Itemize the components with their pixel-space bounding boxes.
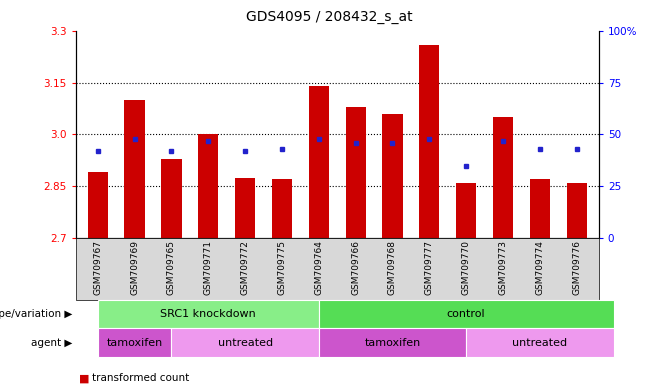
Text: transformed count: transformed count xyxy=(92,373,190,383)
Text: GSM709776: GSM709776 xyxy=(572,240,581,295)
Text: GSM709766: GSM709766 xyxy=(351,240,360,295)
Text: GSM709775: GSM709775 xyxy=(278,240,286,295)
Bar xyxy=(493,117,513,238)
Text: GSM709772: GSM709772 xyxy=(241,240,249,295)
Text: GSM709764: GSM709764 xyxy=(315,240,323,295)
Bar xyxy=(124,100,145,238)
Text: GSM709773: GSM709773 xyxy=(499,240,507,295)
Text: tamoxifen: tamoxifen xyxy=(107,338,163,348)
Text: untreated: untreated xyxy=(218,338,272,348)
Text: GSM709767: GSM709767 xyxy=(93,240,102,295)
Bar xyxy=(530,179,550,238)
Text: SRC1 knockdown: SRC1 knockdown xyxy=(161,309,256,319)
Text: GSM709770: GSM709770 xyxy=(462,240,470,295)
Text: ■: ■ xyxy=(79,373,89,383)
Bar xyxy=(456,183,476,238)
Bar xyxy=(309,86,329,238)
Text: GSM709765: GSM709765 xyxy=(167,240,176,295)
Bar xyxy=(272,179,292,238)
Bar xyxy=(567,183,587,238)
Text: GSM709769: GSM709769 xyxy=(130,240,139,295)
Bar xyxy=(419,45,440,238)
Bar xyxy=(88,172,108,238)
Bar xyxy=(345,107,366,238)
Text: tamoxifen: tamoxifen xyxy=(365,338,420,348)
Text: GDS4095 / 208432_s_at: GDS4095 / 208432_s_at xyxy=(245,10,413,23)
Bar xyxy=(198,134,218,238)
Text: agent ▶: agent ▶ xyxy=(31,338,72,348)
Text: genotype/variation ▶: genotype/variation ▶ xyxy=(0,309,72,319)
Bar xyxy=(235,177,255,238)
Bar xyxy=(161,159,182,238)
Text: GSM709777: GSM709777 xyxy=(425,240,434,295)
Text: untreated: untreated xyxy=(513,338,567,348)
Bar xyxy=(382,114,403,238)
Text: GSM709774: GSM709774 xyxy=(536,240,544,295)
Text: GSM709771: GSM709771 xyxy=(204,240,213,295)
Text: GSM709768: GSM709768 xyxy=(388,240,397,295)
Text: control: control xyxy=(447,309,486,319)
